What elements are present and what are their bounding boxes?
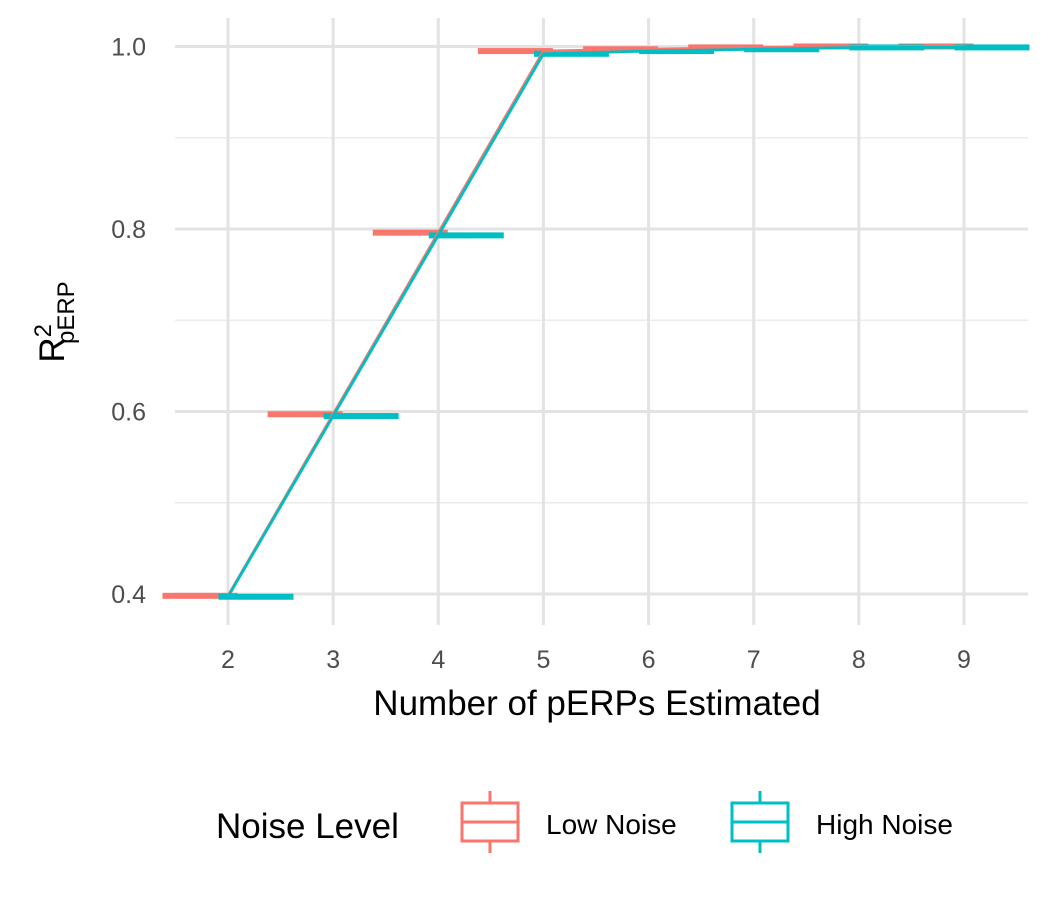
y-axis-title-subscript: pERP <box>53 281 80 344</box>
box-median-point <box>358 413 364 419</box>
legend-label: High Noise <box>816 809 953 840</box>
box-median-point <box>302 411 308 418</box>
x-tick-label: 7 <box>747 646 761 674</box>
x-tick-labels: 2 3 4 5 6 7 8 9 <box>221 646 971 674</box>
legend-item: Low Noise <box>460 791 677 853</box>
box-marks <box>162 43 1030 600</box>
legend-label: Low Noise <box>546 809 677 840</box>
legend-items: Low Noise High Noise <box>460 791 953 853</box>
y-tick-labels: 0.4 0.6 0.8 1.0 <box>111 34 146 610</box>
x-tick-label: 8 <box>852 646 866 674</box>
y-axis-title-base: R <box>33 337 72 362</box>
x-tick-label: 5 <box>536 646 550 674</box>
series-lines <box>226 45 964 598</box>
y-tick-label: 1.0 <box>111 34 146 62</box>
box-median-point <box>989 44 995 51</box>
box-median-point <box>407 229 414 236</box>
box-median-point <box>512 48 519 54</box>
svg-text:R2pERP: R2pERP <box>30 281 81 362</box>
grid-minor <box>175 136 1028 504</box>
x-tick-label: 3 <box>326 646 340 674</box>
y-axis-title: R2pERP <box>30 281 81 362</box>
legend: Noise Level Low Noise High Noise <box>216 791 953 853</box>
grid-major <box>175 18 1028 625</box>
legend-item: High Noise <box>730 791 953 853</box>
series-line <box>226 45 964 597</box>
y-tick-label: 0.8 <box>111 216 146 244</box>
x-tick-label: 4 <box>431 646 445 674</box>
box-median-point <box>463 232 470 239</box>
x-tick-label: 9 <box>957 646 971 674</box>
x-tick-label: 2 <box>221 646 235 674</box>
box-median-point <box>197 593 203 599</box>
y-axis-title-superscript: 2 <box>30 324 57 337</box>
x-axis-title: Number of pERPs Estimated <box>373 684 820 723</box>
legend-title: Noise Level <box>216 807 399 846</box>
x-tick-label: 6 <box>642 646 656 674</box>
series-line <box>226 46 964 598</box>
y-tick-label: 0.6 <box>111 399 146 427</box>
box-median-point <box>253 593 259 600</box>
y-tick-label: 0.4 <box>111 581 146 609</box>
